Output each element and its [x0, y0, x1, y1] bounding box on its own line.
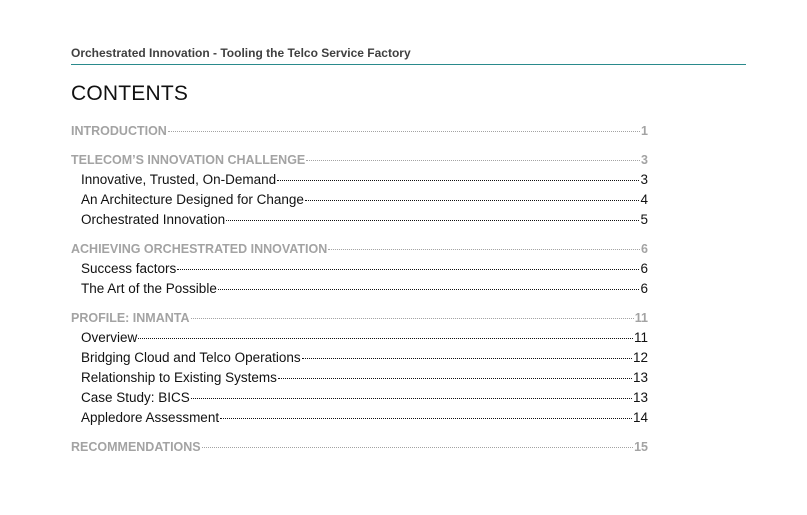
toc-subsection[interactable]: Orchestrated Innovation 5 — [71, 210, 648, 230]
toc-section-innovation-challenge[interactable]: TELECOM’S INNOVATION CHALLENGE 3 — [71, 150, 648, 170]
toc-subsection[interactable]: Relationship to Existing Systems 13 — [71, 368, 648, 388]
toc-leader-dots — [217, 289, 640, 290]
toc-leader-dots — [277, 378, 632, 379]
toc-leader-dots — [220, 418, 632, 419]
toc-leader-dots — [190, 398, 632, 399]
toc-section-achieving-orchestrated-innovation[interactable]: ACHIEVING ORCHESTRATED INNOVATION 6 — [71, 239, 648, 259]
toc-page-number: 3 — [641, 153, 648, 167]
toc-section-recommendations[interactable]: RECOMMENDATIONS 15 — [71, 437, 648, 457]
toc-leader-dots — [226, 220, 640, 221]
table-of-contents: INTRODUCTION 1 TELECOM’S INNOVATION CHAL… — [71, 121, 648, 457]
toc-subsection[interactable]: Bridging Cloud and Telco Operations 12 — [71, 348, 648, 368]
toc-page-number: 14 — [632, 410, 648, 425]
toc-label: INTRODUCTION — [71, 124, 167, 138]
toc-label: ACHIEVING ORCHESTRATED INNOVATION — [71, 242, 328, 256]
toc-page-number: 6 — [640, 261, 648, 276]
toc-page-number: 12 — [632, 350, 648, 365]
toc-section-introduction[interactable]: INTRODUCTION 1 — [71, 121, 648, 141]
toc-subsection[interactable]: The Art of the Possible 6 — [71, 279, 648, 299]
toc-page-number: 11 — [633, 330, 648, 345]
toc-label: Case Study: BICS — [81, 390, 190, 405]
running-header: Orchestrated Innovation - Tooling the Te… — [71, 46, 746, 65]
toc-label: Bridging Cloud and Telco Operations — [81, 350, 301, 365]
toc-label: Success factors — [81, 261, 177, 276]
toc-page-number: 3 — [640, 172, 648, 187]
toc-page-number: 5 — [640, 212, 648, 227]
toc-leader-dots — [138, 338, 633, 339]
toc-label: Overview — [81, 330, 138, 345]
toc-leader-dots — [301, 358, 632, 359]
toc-page-number: 15 — [634, 440, 648, 454]
toc-leader-dots — [277, 180, 640, 181]
toc-label: Appledore Assessment — [81, 410, 220, 425]
toc-subsection[interactable]: Appledore Assessment 14 — [71, 408, 648, 428]
toc-page-number: 13 — [632, 390, 648, 405]
toc-subsection[interactable]: Success factors 6 — [71, 259, 648, 279]
toc-leader-dots — [190, 318, 634, 319]
toc-label: RECOMMENDATIONS — [71, 440, 201, 454]
toc-subsection[interactable]: Case Study: BICS 13 — [71, 388, 648, 408]
toc-page-number: 6 — [640, 281, 648, 296]
toc-subsection[interactable]: Overview 11 — [71, 328, 648, 348]
toc-subsection[interactable]: Innovative, Trusted, On-Demand 3 — [71, 170, 648, 190]
page-title: CONTENTS — [71, 82, 189, 105]
toc-leader-dots — [201, 447, 634, 448]
toc-label: An Architecture Designed for Change — [81, 192, 304, 207]
toc-leader-dots — [306, 160, 641, 161]
toc-page-number: 11 — [634, 311, 648, 325]
toc-label: Innovative, Trusted, On-Demand — [81, 172, 277, 187]
toc-label: PROFILE: INMANTA — [71, 311, 190, 325]
toc-leader-dots — [328, 249, 641, 250]
toc-label: The Art of the Possible — [81, 281, 217, 296]
toc-page-number: 1 — [641, 124, 648, 138]
toc-section-profile-inmanta[interactable]: PROFILE: INMANTA 11 — [71, 308, 648, 328]
toc-leader-dots — [177, 269, 640, 270]
toc-leader-dots — [304, 200, 640, 201]
toc-subsection[interactable]: An Architecture Designed for Change 4 — [71, 190, 648, 210]
toc-leader-dots — [167, 131, 641, 132]
toc-page-number: 13 — [632, 370, 648, 385]
toc-label: Relationship to Existing Systems — [81, 370, 277, 385]
toc-label: Orchestrated Innovation — [81, 212, 226, 227]
toc-page-number: 4 — [640, 192, 648, 207]
toc-label: TELECOM’S INNOVATION CHALLENGE — [71, 153, 306, 167]
toc-page-number: 6 — [641, 242, 648, 256]
